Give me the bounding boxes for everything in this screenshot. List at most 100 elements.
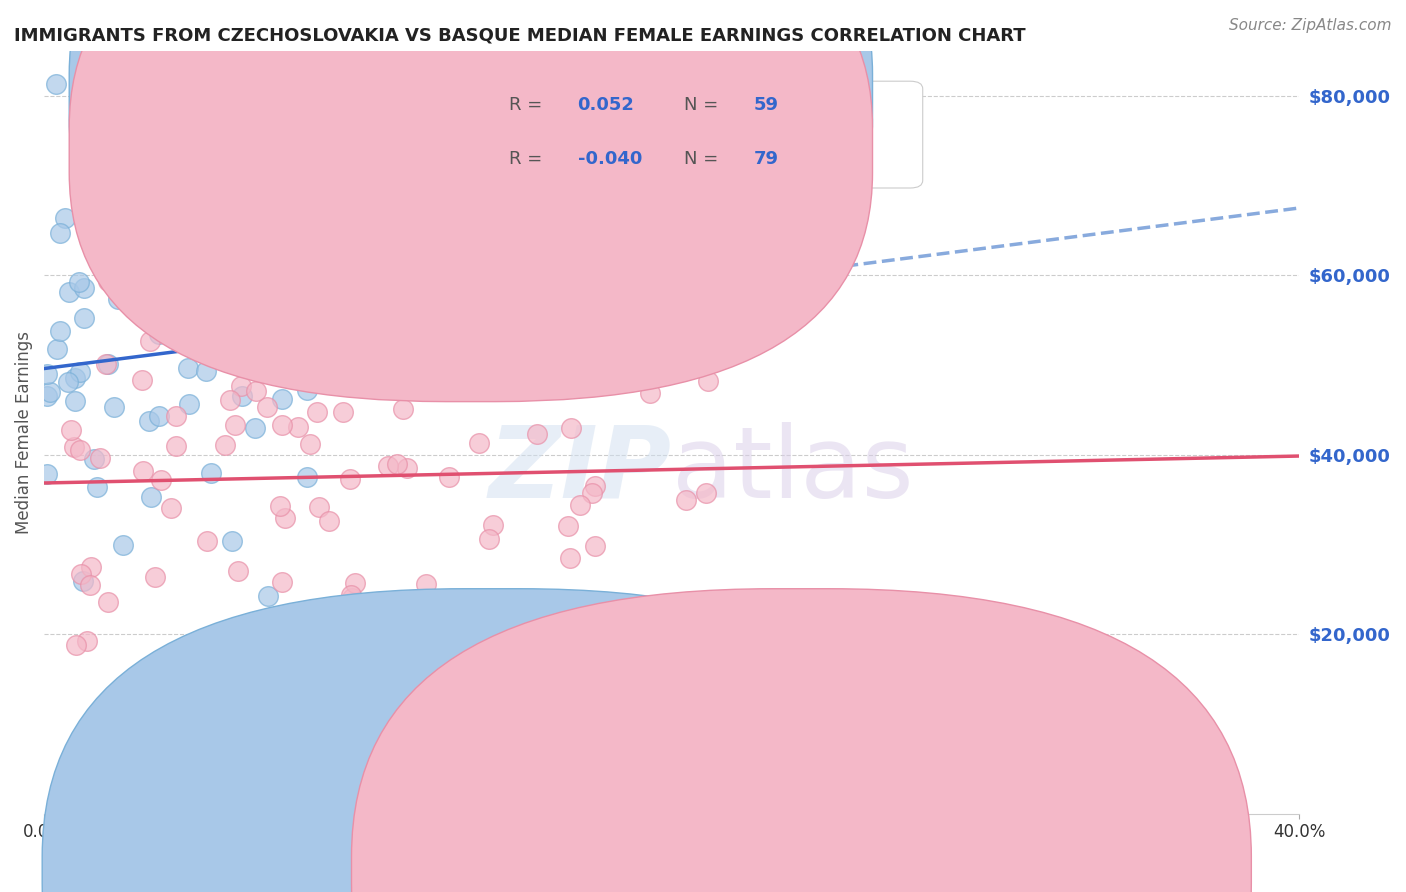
- Point: [305, 405, 328, 419]
- Point: [697, 374, 720, 388]
- Point: [177, 360, 200, 375]
- Text: 79: 79: [754, 150, 779, 168]
- Point: [231, 389, 253, 403]
- Point: [170, 260, 193, 274]
- Point: [60, 423, 83, 437]
- Point: [269, 261, 291, 276]
- Point: [224, 417, 246, 432]
- Point: [446, 126, 468, 140]
- Point: [437, 470, 460, 484]
- Point: [135, 301, 157, 316]
- Text: R =: R =: [509, 150, 547, 168]
- Point: [339, 472, 361, 486]
- Point: [638, 385, 661, 400]
- Point: [174, 235, 197, 250]
- Point: [307, 366, 329, 380]
- Text: atlas: atlas: [672, 422, 914, 519]
- Point: [695, 486, 717, 500]
- Point: [426, 227, 449, 241]
- Point: [391, 401, 413, 416]
- Point: [526, 427, 548, 442]
- Point: [368, 346, 391, 360]
- Point: [342, 591, 364, 606]
- Point: [339, 307, 361, 321]
- Point: [111, 538, 134, 552]
- FancyBboxPatch shape: [69, 0, 873, 348]
- Point: [70, 566, 93, 581]
- Point: [259, 249, 281, 263]
- Point: [581, 486, 603, 500]
- Point: [217, 630, 239, 644]
- Point: [308, 500, 330, 515]
- Point: [56, 375, 79, 389]
- Point: [245, 384, 267, 398]
- Point: [165, 409, 187, 423]
- Point: [72, 311, 94, 326]
- Point: [69, 365, 91, 379]
- Point: [103, 400, 125, 414]
- Point: [367, 360, 389, 375]
- Text: 59: 59: [754, 96, 779, 114]
- Point: [69, 443, 91, 458]
- Point: [377, 458, 399, 473]
- Point: [270, 392, 292, 407]
- Point: [332, 405, 354, 419]
- Point: [321, 686, 343, 700]
- Point: [111, 185, 134, 199]
- Point: [49, 226, 72, 240]
- Point: [513, 354, 536, 368]
- Point: [139, 334, 162, 349]
- Text: IMMIGRANTS FROM CZECHOSLOVAKIA VS BASQUE MEDIAN FEMALE EARNINGS CORRELATION CHAR: IMMIGRANTS FROM CZECHOSLOVAKIA VS BASQUE…: [14, 27, 1026, 45]
- Point: [65, 638, 87, 652]
- Point: [97, 357, 120, 371]
- Point: [38, 384, 60, 399]
- Point: [291, 275, 314, 289]
- Point: [583, 540, 606, 554]
- Point: [318, 514, 340, 528]
- Text: -0.040: -0.040: [578, 150, 643, 168]
- Point: [131, 373, 153, 387]
- Point: [180, 666, 202, 681]
- Point: [132, 464, 155, 478]
- Point: [415, 577, 437, 591]
- Point: [583, 479, 606, 493]
- Point: [271, 575, 294, 590]
- Point: [226, 564, 249, 578]
- Point: [67, 276, 90, 290]
- Point: [387, 457, 409, 471]
- Point: [148, 326, 170, 341]
- Point: [160, 500, 183, 515]
- Point: [79, 559, 101, 574]
- Point: [86, 480, 108, 494]
- Point: [107, 292, 129, 306]
- Point: [83, 451, 105, 466]
- Point: [245, 421, 267, 435]
- Point: [46, 343, 69, 357]
- Y-axis label: Median Female Earnings: Median Female Earnings: [15, 331, 32, 533]
- Point: [558, 551, 581, 566]
- Point: [560, 421, 582, 435]
- Point: [179, 228, 201, 243]
- Point: [281, 333, 304, 347]
- Point: [79, 578, 101, 592]
- Point: [167, 277, 190, 292]
- Point: [173, 205, 195, 219]
- Point: [209, 320, 232, 334]
- Point: [540, 326, 562, 341]
- Point: [557, 518, 579, 533]
- Point: [37, 467, 59, 482]
- Point: [482, 518, 505, 533]
- Point: [200, 466, 222, 480]
- Point: [553, 382, 575, 396]
- Point: [96, 357, 118, 371]
- Point: [263, 202, 285, 217]
- Point: [287, 420, 309, 434]
- Point: [675, 492, 697, 507]
- Point: [295, 383, 318, 397]
- FancyBboxPatch shape: [69, 0, 873, 401]
- Point: [299, 437, 322, 451]
- Point: [73, 281, 96, 295]
- Point: [97, 274, 120, 288]
- Point: [138, 414, 160, 428]
- Point: [37, 368, 59, 382]
